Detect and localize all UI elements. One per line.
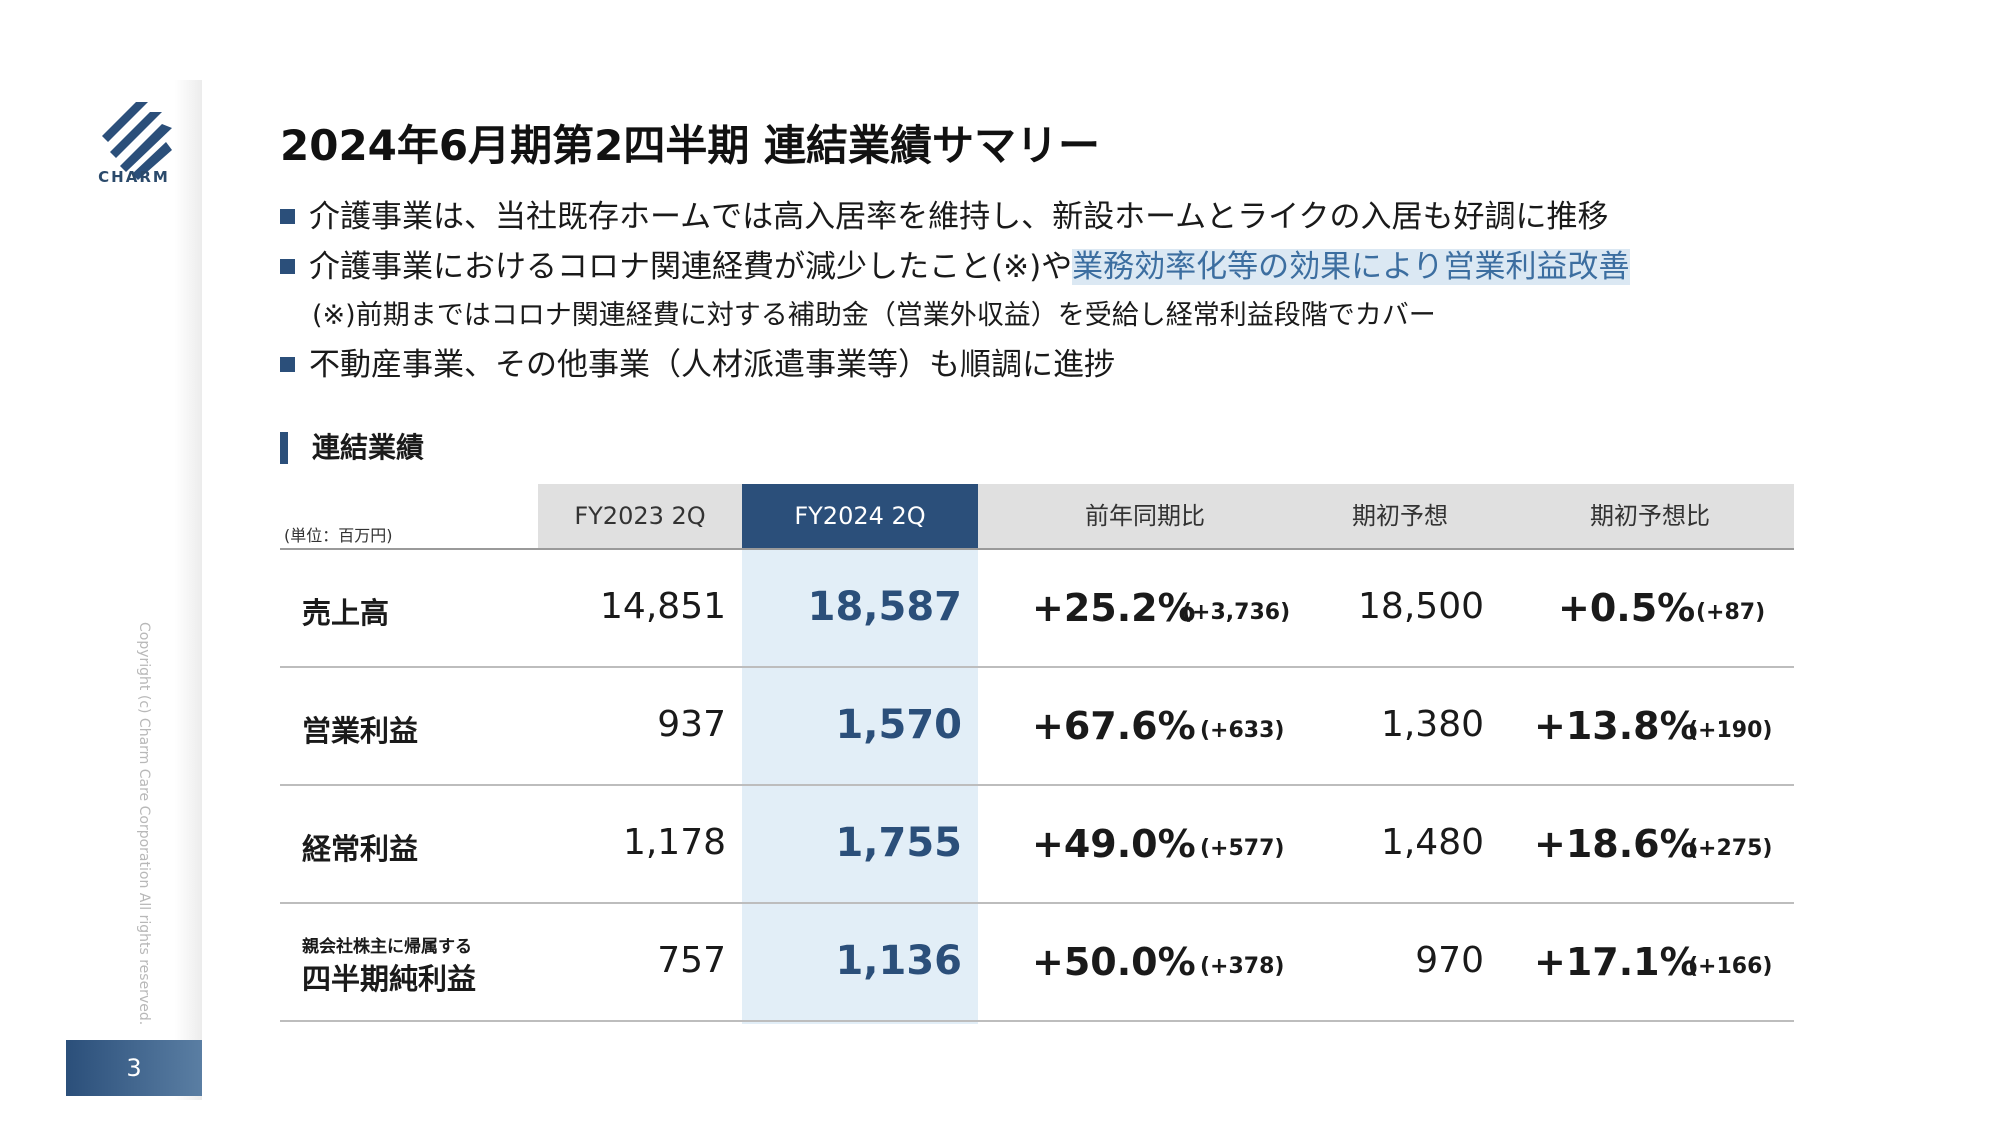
row-divider: [280, 902, 1794, 904]
bullet-note: (※)前期まではコロナ関連経費に対する補助金（営業外収益）を受給し経常利益段階で…: [312, 300, 1436, 331]
bullet-square-icon: [280, 259, 295, 274]
bullet-2-text: 介護事業におけるコロナ関連経費が減少したこと(※)や: [309, 249, 1073, 285]
cell-forecast: 1,480: [1380, 822, 1484, 863]
col-header-vs-forecast: 期初予想比: [1590, 502, 1710, 530]
row-label-sales: 売上高: [302, 596, 390, 630]
sidebar: [66, 80, 202, 1100]
row-label-ordinary-income: 経常利益: [302, 832, 419, 866]
cell-curr: 1,570: [835, 702, 962, 748]
cell-vs-pct: +0.5%: [1558, 586, 1696, 630]
charm-logo-icon: [102, 102, 172, 180]
summary-bullets: 介護事業は、当社既存ホームでは高入居率を維持し、新設ホームとライクの入居も好調に…: [280, 192, 1630, 390]
bullet-1-text: 介護事業は、当社既存ホームでは高入居率を維持し、新設ホームとライクの入居も好調に…: [309, 199, 1609, 235]
bullet-2: 介護事業におけるコロナ関連経費が減少したこと(※)や業務効率化等の効果により営業…: [280, 242, 1630, 292]
cell-forecast: 970: [1415, 940, 1484, 981]
bullet-3-text: 不動産事業、その他事業（人材派遣事業等）も順調に進捗: [309, 347, 1115, 383]
col-header-yoy: 前年同期比: [1085, 502, 1205, 530]
cell-curr: 1,755: [835, 820, 962, 866]
bullet-square-icon: [280, 209, 295, 224]
cell-curr: 18,587: [807, 584, 962, 630]
row-prelabel-net-income: 親会社株主に帰属する: [302, 937, 472, 957]
cell-vs-diff: (+190): [1688, 718, 1773, 743]
unit-label: (単位：百万円): [284, 526, 393, 545]
highlight-column-bg: [742, 548, 978, 1024]
page-number: 3: [66, 1040, 202, 1096]
col-header-fy2024: FY2024 2Q: [794, 502, 926, 530]
cell-vs-pct: +13.8%: [1534, 704, 1698, 748]
cell-vs-pct: +18.6%: [1534, 822, 1698, 866]
bullet-square-icon: [280, 357, 295, 372]
cell-yoy-diff: (+633): [1200, 718, 1285, 743]
cell-curr: 1,136: [835, 938, 962, 984]
row-label-net-income: 四半期純利益: [302, 962, 477, 996]
bullet-2-highlight: 業務効率化等の効果により営業利益改善: [1072, 249, 1630, 285]
col-header-forecast: 期初予想: [1352, 502, 1448, 530]
cell-vs-diff: (+275): [1688, 836, 1773, 861]
bullet-1: 介護事業は、当社既存ホームでは高入居率を維持し、新設ホームとライクの入居も好調に…: [280, 192, 1630, 242]
cell-prev: 1,178: [622, 822, 726, 863]
bullet-3: 不動産事業、その他事業（人材派遣事業等）も順調に進捗: [280, 340, 1630, 390]
cell-vs-diff: (+166): [1688, 954, 1773, 979]
cell-yoy-diff: (+577): [1200, 836, 1285, 861]
cell-vs-diff: (+87): [1696, 600, 1766, 625]
cell-forecast: 18,500: [1358, 586, 1484, 627]
cell-forecast: 1,380: [1380, 704, 1484, 745]
logo-text: CHARM: [98, 168, 170, 186]
row-divider: [280, 784, 1794, 786]
cell-yoy-diff: (+3,736): [1182, 600, 1291, 625]
row-divider: [280, 666, 1794, 668]
copyright: Copyright (c) Charm Care Corporation All…: [136, 622, 152, 1026]
col-header-fy2023: FY2023 2Q: [574, 502, 706, 530]
header-divider: [280, 548, 1794, 550]
cell-vs-pct: +17.1%: [1534, 940, 1698, 984]
cell-yoy-pct: +49.0%: [1032, 822, 1196, 866]
table-header-highlight: [742, 484, 978, 548]
cell-prev: 937: [657, 704, 726, 745]
cell-yoy-pct: +50.0%: [1032, 940, 1196, 984]
page-title: 2024年6月期第2四半期 連結業績サマリー: [280, 121, 1100, 170]
cell-yoy-pct: +25.2%: [1032, 586, 1196, 630]
cell-prev: 14,851: [600, 586, 726, 627]
cell-yoy-pct: +67.6%: [1032, 704, 1196, 748]
section-title: 連結業績: [280, 432, 424, 464]
cell-prev: 757: [657, 940, 726, 981]
row-label-operating-income: 営業利益: [302, 714, 419, 748]
cell-yoy-diff: (+378): [1200, 954, 1285, 979]
row-divider: [280, 1020, 1794, 1022]
